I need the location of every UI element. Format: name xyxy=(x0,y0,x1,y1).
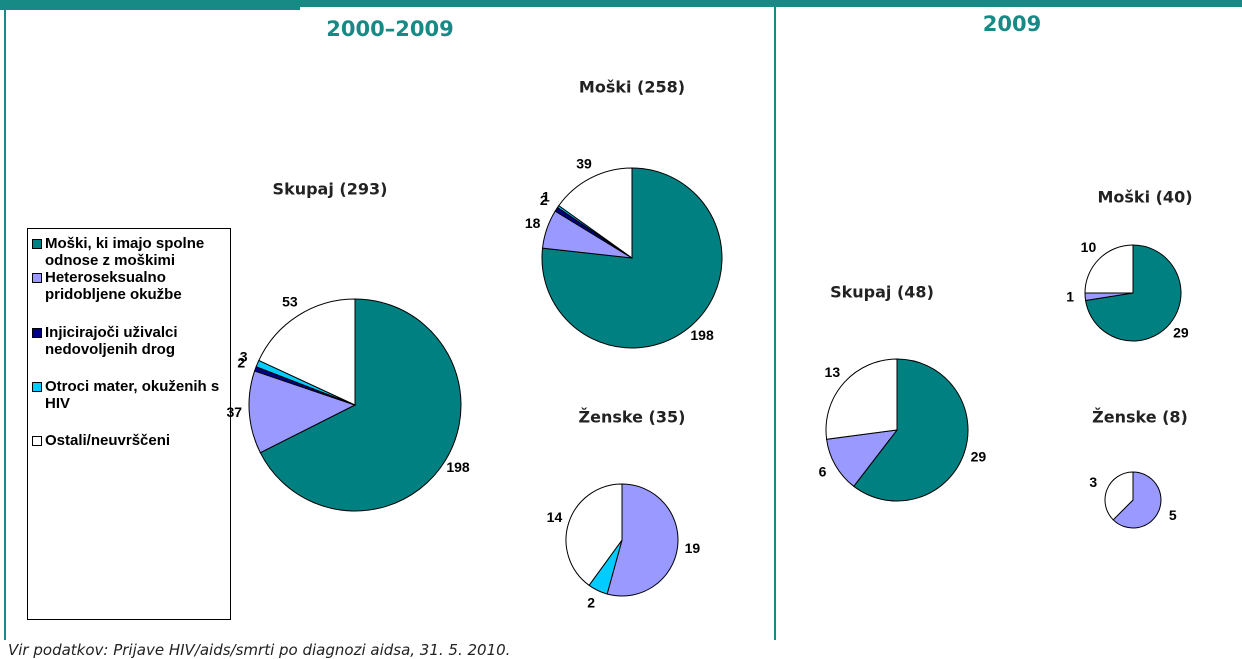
data-label: 29 xyxy=(1173,325,1189,341)
data-label: 3 xyxy=(1089,474,1097,490)
data-label: 198 xyxy=(690,327,714,343)
legend-label: Ostali/neuvrščeni xyxy=(45,432,171,449)
pie-slice xyxy=(825,358,898,440)
legend-entry: Ostali/neuvrščeni xyxy=(32,432,228,449)
data-label: 19 xyxy=(685,540,701,556)
pie-title: Ženske (8) xyxy=(1092,408,1188,427)
data-label: 13 xyxy=(825,364,841,380)
data-label: 6 xyxy=(819,464,827,480)
legend-swatch xyxy=(32,436,42,446)
data-label: 2 xyxy=(540,192,548,208)
data-label: 1 xyxy=(542,189,550,205)
pie-slice xyxy=(606,483,679,597)
legend-entry: Injicirajoči uživalci nedovoljenih drog xyxy=(32,324,228,358)
data-label: 53 xyxy=(282,294,298,310)
pie-slice xyxy=(565,483,623,587)
legend-swatch xyxy=(32,239,42,249)
legend-label: Injicirajoči uživalci nedovoljenih drog xyxy=(45,324,178,358)
legend-label: Heteroseksualno pridobljene okužbe xyxy=(45,269,182,303)
pie-slice xyxy=(1104,471,1134,521)
data-label: 3 xyxy=(240,348,248,364)
data-label: 2 xyxy=(587,595,595,611)
legend-swatch xyxy=(32,273,42,283)
legend-swatch xyxy=(32,382,42,392)
pie-slice xyxy=(258,298,356,406)
pie-slice xyxy=(259,298,462,512)
legend-swatch xyxy=(32,328,42,338)
data-label: 29 xyxy=(971,448,987,464)
data-label: 2 xyxy=(237,354,245,370)
data-label: 14 xyxy=(547,509,563,525)
data-label: 5 xyxy=(1169,507,1177,523)
pie-title: Moški (40) xyxy=(1097,188,1192,207)
legend-entry: Heteroseksualno pridobljene okužbe xyxy=(32,269,228,303)
pie-slice xyxy=(1112,471,1162,529)
pie-slice xyxy=(558,167,633,259)
pie-slice xyxy=(853,358,969,502)
data-label: 198 xyxy=(446,459,470,475)
source-note: Vir podatkov: Prijave HIV/aids/smrti po … xyxy=(8,641,511,659)
legend-label: Moški, ki imajo spolne odnose z moškimi xyxy=(45,235,205,269)
legend-entry: Moški, ki imajo spolne odnose z moškimi xyxy=(32,235,228,269)
pie-title: Moški (258) xyxy=(579,78,685,97)
pie-title: Skupaj (293) xyxy=(273,180,388,199)
pie-slice xyxy=(1084,244,1134,294)
section-title: 2009 xyxy=(983,12,1041,36)
pie-title: Ženske (35) xyxy=(579,408,686,427)
data-label: 10 xyxy=(1081,239,1097,255)
legend: Moški, ki imajo spolne odnose z moškimi H… xyxy=(27,228,231,620)
pie-title: Skupaj (48) xyxy=(830,283,934,302)
legend-label: Otroci mater, okuženih s HIV xyxy=(45,378,220,412)
data-label: 39 xyxy=(576,155,592,171)
data-label: 18 xyxy=(525,215,541,231)
top-bar xyxy=(0,0,1242,7)
pie-slice xyxy=(248,370,357,454)
data-label: 1 xyxy=(1066,289,1074,305)
legend-entry: Otroci mater, okuženih s HIV xyxy=(32,378,228,412)
top-tab xyxy=(0,0,300,10)
section-title: 2000–2009 xyxy=(326,17,453,41)
